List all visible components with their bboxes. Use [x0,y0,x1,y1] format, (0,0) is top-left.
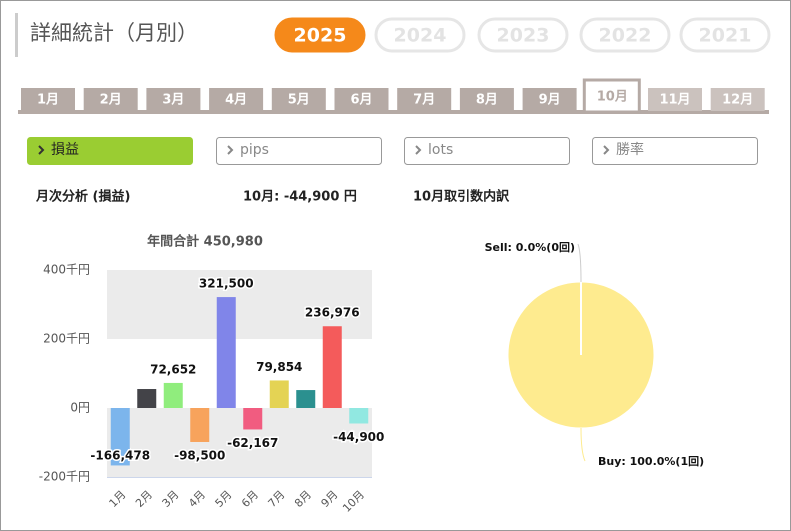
bar [269,380,289,408]
month-label[interactable]: 10月 [597,90,628,105]
month-tab[interactable] [459,88,514,111]
month-tab[interactable] [648,88,702,111]
breakdown-title: 10月取引数内訳 [413,189,510,205]
year-button[interactable] [274,17,366,53]
year-label[interactable]: 2021 [699,25,752,47]
current-value: 10月: -44,900 円 [243,190,357,205]
chevron-icon [227,145,234,155]
page-title: 詳細統計（月別） [30,21,198,45]
month-tab[interactable] [271,88,326,111]
bar [322,326,342,408]
month-tab[interactable] [397,88,452,111]
pie-label: Sell: 0.0%(0回) [485,240,575,254]
data-label: -62,167 [227,436,278,450]
bar [216,297,236,408]
y-tick-label: 400千円 [43,263,90,277]
year-label[interactable]: 2022 [599,25,652,47]
year-label[interactable]: 2025 [294,25,347,47]
month-tab[interactable] [146,88,201,111]
metric-button[interactable] [592,137,758,165]
tab-underline [18,110,769,114]
month-label[interactable]: 3月 [162,93,184,108]
bar [163,382,183,408]
bar [296,390,316,408]
month-label[interactable]: 5月 [288,93,310,108]
year-label[interactable]: 2023 [497,25,550,47]
month-label[interactable]: 6月 [350,93,372,108]
month-tab[interactable] [83,88,138,111]
data-label: 79,854 [256,360,302,374]
month-tab[interactable] [522,88,577,111]
year-button[interactable] [679,17,771,53]
year-button[interactable] [579,17,671,53]
metric-button[interactable] [216,137,382,165]
bar [243,408,263,430]
metric-button[interactable] [404,137,570,165]
y-tick-label: -200千円 [39,470,90,484]
month-tab[interactable] [334,88,389,111]
year-button[interactable] [374,17,466,53]
chevron-icon [38,145,45,155]
month-label[interactable]: 12月 [722,93,753,108]
chevron-icon [603,145,610,155]
chevron-icon [415,145,422,155]
data-label: -44,900 [333,430,384,444]
month-label[interactable]: 2月 [100,93,122,108]
data-label: 321,500 [199,277,254,291]
leader-line [577,243,582,283]
month-label[interactable]: 1月 [37,93,59,108]
plot-band [107,408,372,477]
data-label: 236,976 [305,306,360,320]
metric-button[interactable] [27,137,193,165]
data-label: -98,500 [174,448,225,462]
data-label: 72,652 [150,362,196,376]
metric-label[interactable]: 勝率 [616,141,644,158]
year-button[interactable] [477,17,569,53]
month-label[interactable]: 11月 [659,93,690,108]
metric-label[interactable]: pips [240,142,269,158]
bar [190,408,210,442]
month-label[interactable]: 4月 [225,93,247,108]
leader-line [580,427,586,462]
month-tab[interactable] [209,88,264,111]
section-title: 月次分析 (損益) [35,189,130,205]
month-tab[interactable] [21,88,75,111]
month-label[interactable]: 7月 [413,93,435,108]
title-bar [15,13,18,57]
bar [137,389,157,408]
bar [110,408,130,466]
y-tick-label: 200千円 [43,332,90,346]
data-label: -166,478 [90,449,150,463]
month-label[interactable]: 8月 [476,93,498,108]
metric-label[interactable]: lots [428,142,453,158]
month-tab[interactable] [710,88,765,111]
bar [349,408,369,424]
pie-label: Buy: 100.0%(1回) [598,454,704,468]
year-label[interactable]: 2024 [394,25,447,47]
metric-label[interactable]: 損益 [51,142,79,158]
y-tick-label: 0円 [70,401,90,415]
month-label[interactable]: 9月 [539,93,561,108]
month-tab[interactable] [582,78,641,114]
chart-title: 年間合計 450,980 [147,234,263,250]
